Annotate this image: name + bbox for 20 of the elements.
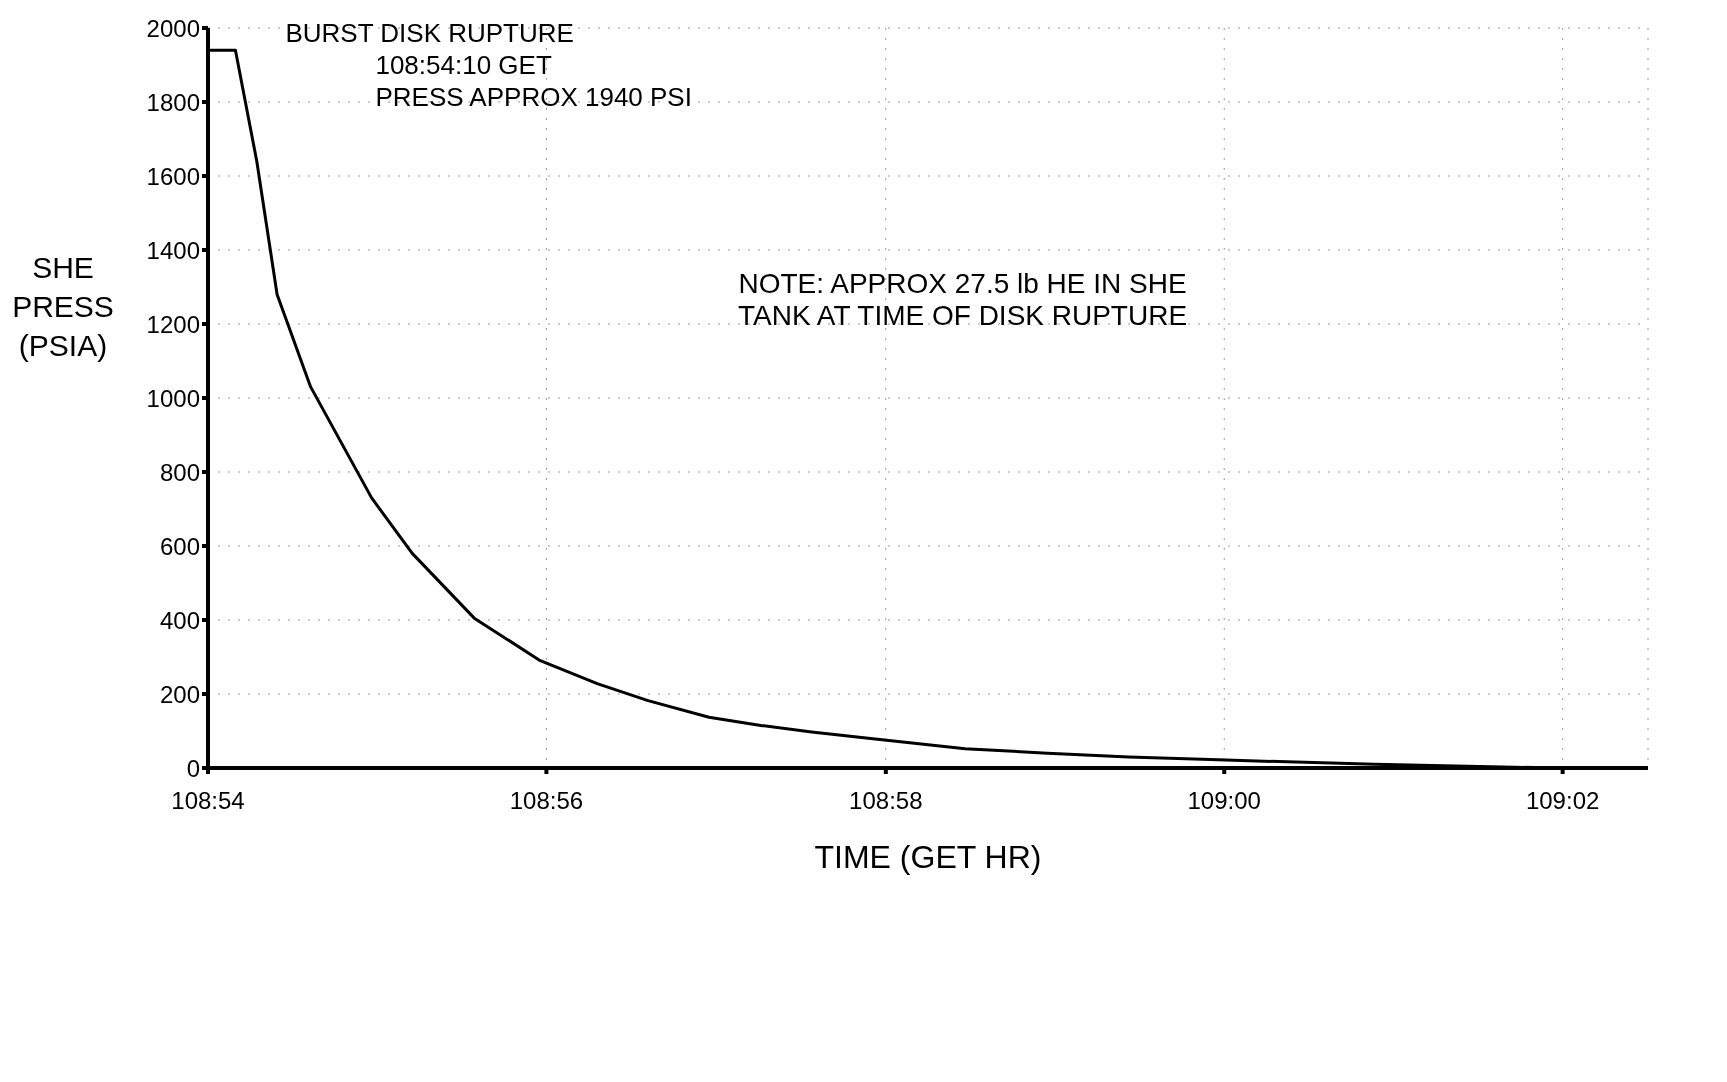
x-tick-label: 108:58 <box>849 787 923 815</box>
annotation: NOTE: APPROX 27.5 lb HE IN SHE TANK AT TIME OF DISK RUPTURE <box>738 268 1188 332</box>
y-tick-label: 1600 <box>146 162 200 190</box>
y-axis-title: SHE PRESS (PSIA) <box>11 250 115 364</box>
y-tick-label: 1200 <box>146 310 200 338</box>
x-tick-label: 108:56 <box>509 787 584 815</box>
x-tick-label: 109:02 <box>1525 787 1600 815</box>
annotation: BURST DISK RUPTURE 108:54:10 GET PRESS APPROX 1940 PSI <box>285 18 692 113</box>
y-tick-label: 800 <box>159 458 200 486</box>
y-tick-label: 0 <box>186 754 200 782</box>
y-tick-label: 1800 <box>146 88 200 116</box>
y-tick-label: 2000 <box>146 14 200 42</box>
y-tick-label: 600 <box>159 532 200 560</box>
y-tick-label: 400 <box>159 606 200 634</box>
y-tick-label: 1400 <box>146 236 200 264</box>
y-tick-label: 200 <box>159 680 200 708</box>
x-tick-label: 108:54 <box>171 787 245 815</box>
x-axis-title: TIME (GET HR) <box>814 839 1042 875</box>
y-tick-label: 1000 <box>146 384 200 412</box>
x-tick-label: 109:00 <box>1187 787 1261 815</box>
